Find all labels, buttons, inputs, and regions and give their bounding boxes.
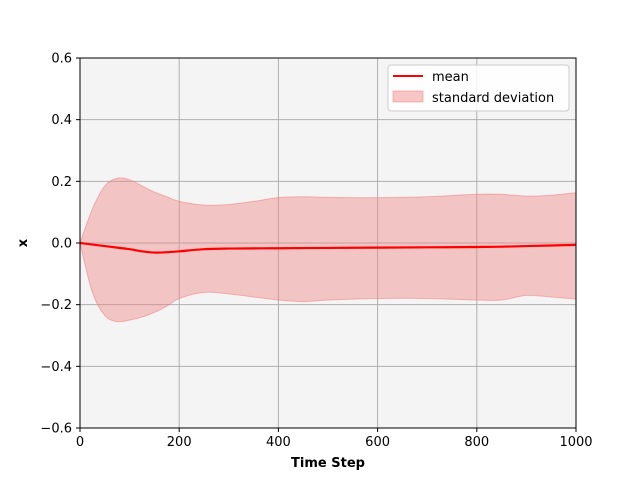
std-band-layer xyxy=(79,177,577,323)
y-axis-ticks: 0.6 0.4 0.2 0.0 −0.2 −0.4 −0.6 xyxy=(40,52,80,437)
y-tick-label: 0.6 xyxy=(51,52,72,67)
x-tick-label: 0 xyxy=(76,435,84,450)
y-tick-label: 0.0 xyxy=(51,237,72,252)
std-band xyxy=(79,177,577,323)
legend-mean-label: mean xyxy=(432,70,469,85)
x-tick-label: 800 xyxy=(464,435,489,450)
x-tick-label: 400 xyxy=(266,435,291,450)
y-tick-label: 0.2 xyxy=(51,175,72,190)
mean-line-layer xyxy=(79,241,577,254)
x-tick-label: 600 xyxy=(365,435,390,450)
x-tick-label: 200 xyxy=(167,435,192,450)
grid-lines xyxy=(79,57,577,429)
x-tick-label: 1000 xyxy=(559,435,592,450)
x-axis-ticks: 0 200 400 600 800 1000 xyxy=(76,428,593,450)
y-tick-label: −0.2 xyxy=(40,298,72,313)
legend-std-label: standard deviation xyxy=(432,91,554,106)
mean-line xyxy=(79,241,577,254)
y-tick-label: −0.4 xyxy=(40,360,72,375)
legend-frame xyxy=(387,64,570,112)
y-tick-label: 0.4 xyxy=(51,113,72,128)
x-axis-label: Time Step xyxy=(291,456,365,471)
legend-std-swatch xyxy=(392,90,424,103)
y-axis-label: x xyxy=(16,238,31,247)
y-tick-label: −0.6 xyxy=(40,422,72,437)
legend: mean standard deviation xyxy=(387,64,570,112)
